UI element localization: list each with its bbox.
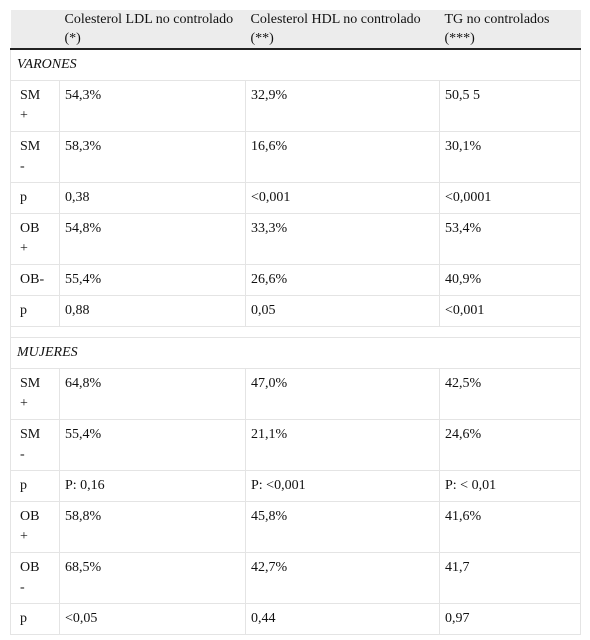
data-row: p 0,88 0,05 <0,001 bbox=[10, 295, 581, 327]
section-row: MUJERES bbox=[10, 337, 581, 369]
data-cell: 45,8% bbox=[245, 501, 440, 553]
data-cell: <0,0001 bbox=[439, 182, 581, 214]
row-label: SM - bbox=[20, 427, 41, 462]
row-label-cell: SM - bbox=[10, 131, 60, 183]
data-cell: <0,001 bbox=[245, 182, 440, 214]
data-cell: P: <0,001 bbox=[245, 470, 440, 502]
data-cell: 41,6% bbox=[439, 501, 581, 553]
data-row: OB - 68,5% 42,7% 41,7 bbox=[10, 552, 581, 604]
data-cell: P: < 0,01 bbox=[439, 470, 581, 502]
row-label: SM + bbox=[20, 88, 41, 123]
data-cell: 24,6% bbox=[439, 419, 581, 471]
data-cell: P: 0,16 bbox=[59, 470, 246, 502]
data-cell: 30,1% bbox=[439, 131, 581, 183]
row-label: SM + bbox=[20, 376, 41, 411]
data-row: p <0,05 0,44 0,97 bbox=[10, 603, 581, 635]
row-label: p bbox=[20, 190, 27, 205]
header-cell: TG no controlados (***) bbox=[439, 10, 581, 50]
data-table: Colesterol LDL no controlado (*) Coleste… bbox=[10, 10, 581, 635]
data-row: SM + 54,3% 32,9% 50,5 5 bbox=[10, 80, 581, 132]
section-title: VARONES bbox=[10, 48, 581, 81]
data-row: OB + 54,8% 33,3% 53,4% bbox=[10, 213, 581, 265]
data-row: SM - 55,4% 21,1% 24,6% bbox=[10, 419, 581, 471]
data-cell: 55,4% bbox=[59, 419, 246, 471]
row-label-cell: p bbox=[10, 470, 60, 502]
data-cell: 0,88 bbox=[59, 295, 246, 327]
row-label-cell: OB + bbox=[10, 213, 60, 265]
table-body: VARONES SM + 54,3% 32,9% 50,5 5 SM - 58,3% 16,6… bbox=[10, 48, 581, 635]
data-cell: 50,5 5 bbox=[439, 80, 581, 132]
header-cell bbox=[10, 10, 60, 50]
row-label: OB - bbox=[20, 560, 40, 595]
data-row: p 0,38 <0,001 <0,0001 bbox=[10, 182, 581, 214]
row-label-cell: OB + bbox=[10, 501, 60, 553]
row-label-cell: OB - bbox=[10, 552, 60, 604]
data-row: SM + 64,8% 47,0% 42,5% bbox=[10, 368, 581, 420]
row-label-cell: SM - bbox=[10, 419, 60, 471]
row-label-cell: OB- bbox=[10, 264, 60, 296]
data-row: p P: 0,16 P: <0,001 P: < 0,01 bbox=[10, 470, 581, 502]
data-cell: 0,97 bbox=[439, 603, 581, 635]
spacer-cell bbox=[10, 326, 581, 338]
row-label-cell: p bbox=[10, 295, 60, 327]
row-label-cell: SM + bbox=[10, 368, 60, 420]
row-label-cell: p bbox=[10, 603, 60, 635]
row-label-cell: SM + bbox=[10, 80, 60, 132]
data-cell: <0,001 bbox=[439, 295, 581, 327]
data-row: SM - 58,3% 16,6% 30,1% bbox=[10, 131, 581, 183]
data-cell: 54,8% bbox=[59, 213, 246, 265]
data-cell: 42,5% bbox=[439, 368, 581, 420]
data-cell: 26,6% bbox=[245, 264, 440, 296]
data-cell: 64,8% bbox=[59, 368, 246, 420]
data-cell: 32,9% bbox=[245, 80, 440, 132]
row-label: OB- bbox=[20, 272, 45, 287]
section-row: VARONES bbox=[10, 48, 581, 81]
header-row: Colesterol LDL no controlado (*) Coleste… bbox=[10, 10, 581, 50]
data-cell: 41,7 bbox=[439, 552, 581, 604]
data-cell: 0,44 bbox=[245, 603, 440, 635]
row-label: OB + bbox=[20, 221, 40, 256]
data-cell: 58,3% bbox=[59, 131, 246, 183]
row-label: OB + bbox=[20, 509, 40, 544]
data-cell: 0,38 bbox=[59, 182, 246, 214]
data-row: OB- 55,4% 26,6% 40,9% bbox=[10, 264, 581, 296]
data-cell: 42,7% bbox=[245, 552, 440, 604]
data-cell: 47,0% bbox=[245, 368, 440, 420]
data-cell: 0,05 bbox=[245, 295, 440, 327]
data-cell: 16,6% bbox=[245, 131, 440, 183]
data-cell: 21,1% bbox=[245, 419, 440, 471]
spacer-row bbox=[10, 326, 581, 338]
row-label: p bbox=[20, 303, 27, 318]
data-cell: 55,4% bbox=[59, 264, 246, 296]
row-label-cell: p bbox=[10, 182, 60, 214]
header-cell: Colesterol HDL no controlado (**) bbox=[245, 10, 440, 50]
section-title: MUJERES bbox=[10, 337, 581, 369]
data-row: OB + 58,8% 45,8% 41,6% bbox=[10, 501, 581, 553]
row-label: p bbox=[20, 478, 27, 493]
data-cell: <0,05 bbox=[59, 603, 246, 635]
data-cell: 58,8% bbox=[59, 501, 246, 553]
data-cell: 33,3% bbox=[245, 213, 440, 265]
row-label: SM - bbox=[20, 139, 41, 174]
data-cell: 54,3% bbox=[59, 80, 246, 132]
data-cell: 40,9% bbox=[439, 264, 581, 296]
data-cell: 68,5% bbox=[59, 552, 246, 604]
header-cell: Colesterol LDL no controlado (*) bbox=[59, 10, 246, 50]
row-label: p bbox=[20, 611, 27, 626]
data-cell: 53,4% bbox=[439, 213, 581, 265]
